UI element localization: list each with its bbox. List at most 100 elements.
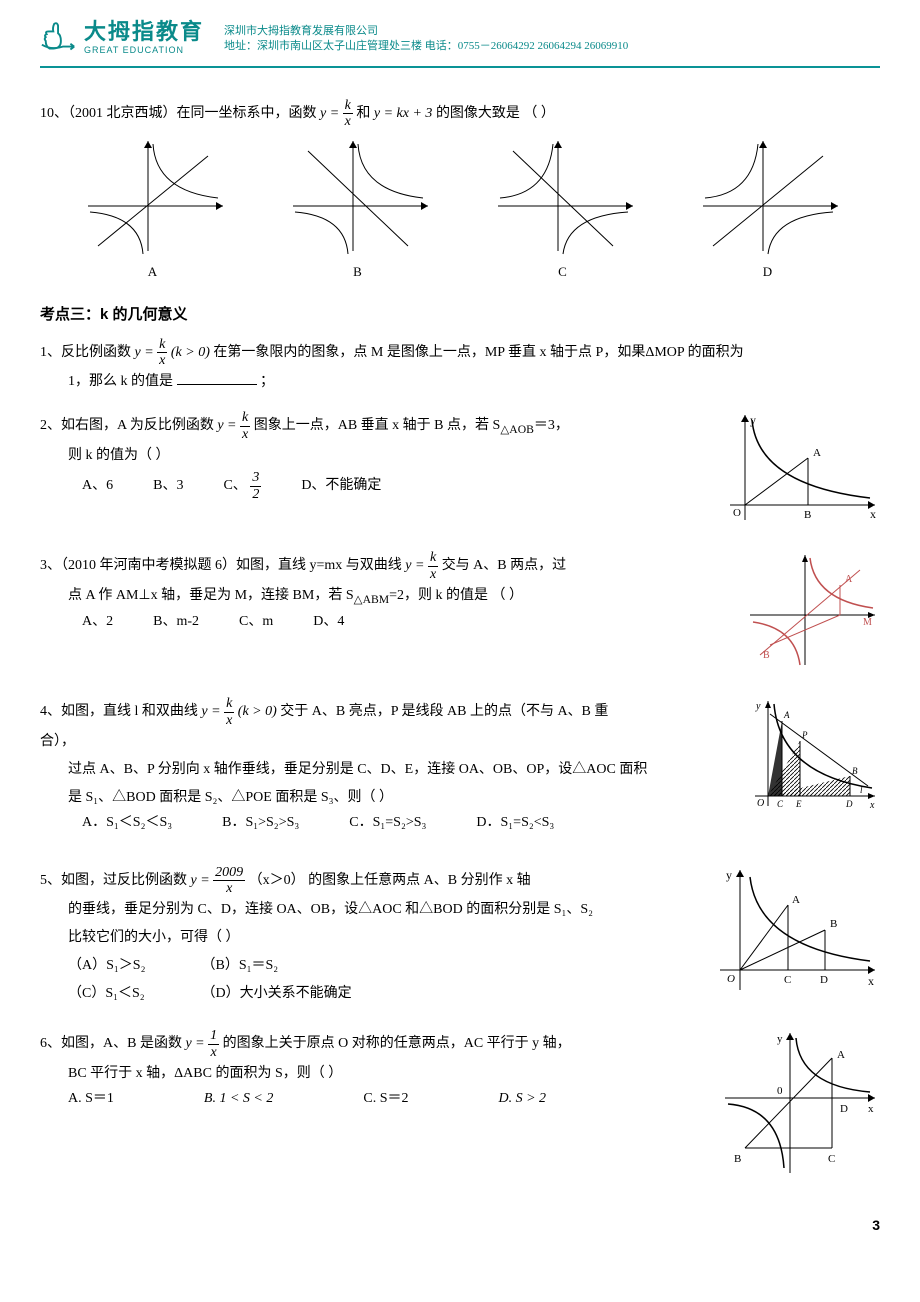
q4-figure: y x O A P B C E D l — [750, 696, 880, 811]
q1-num: k — [157, 337, 167, 353]
q2-l1b: 图象上一点，AB 垂直 x 轴于 B 点，若 S — [254, 418, 501, 433]
svg-text:E: E — [795, 799, 802, 809]
q3-optC: C、m — [239, 611, 273, 633]
q3-l2a: 点 A 作 AM⊥x 轴，垂足为 M，连接 BM，若 S — [68, 588, 354, 603]
question-k6: y x 0 A D B C 6、如图，A、B 是函数 y = 1x 的图象上关于… — [40, 1028, 880, 1184]
svg-text:A: A — [792, 894, 800, 906]
svg-text:B: B — [804, 509, 811, 521]
q2-optA: A、6 — [82, 475, 113, 497]
q3-optA: A、2 — [82, 611, 113, 633]
q4-optA: A．S₁＜S₂＜S₃ — [82, 812, 172, 834]
company-name: 深圳市大拇指教育发展有限公司 — [224, 24, 628, 39]
svg-text:A: A — [783, 710, 790, 720]
svg-text:O: O — [757, 798, 764, 809]
q10-label-d: D — [693, 262, 843, 283]
q6-l1a: 6、如图，A、B 是函数 — [40, 1036, 185, 1051]
q2-l1a: 2、如右图，A 为反比例函数 — [40, 418, 217, 433]
q4-den: x — [224, 713, 234, 728]
svg-text:D: D — [840, 1103, 848, 1115]
page-header: 大拇指教育 GREAT EDUCATION 深圳市大拇指教育发展有限公司 地址：… — [40, 0, 880, 68]
q4-cond: (k > 0) — [238, 704, 277, 719]
svg-text:B: B — [852, 766, 858, 776]
q6-eqy: y = — [185, 1036, 204, 1051]
q3-l1b: 交与 A、B 两点，过 — [442, 558, 566, 573]
q10-fig-d — [693, 136, 843, 256]
svg-text:C: C — [777, 799, 784, 809]
q6-optC: C. S＝2 — [363, 1088, 408, 1110]
q5-optA: （A）S₁＞S₂ — [68, 952, 198, 980]
q5-eqy: y = — [191, 873, 210, 888]
q1-cond: (k > 0) — [171, 345, 210, 360]
q3-sub1: △ABM — [354, 593, 390, 606]
q1-l1a: 1、反比例函数 — [40, 345, 135, 360]
q2-l1c: ＝3， — [534, 418, 569, 433]
question-k2: y x O A B 2、如右图，A 为反比例函数 y = k x 图象上一点，AB… — [40, 410, 880, 536]
q5-cond: （x＞0） — [249, 873, 305, 888]
svg-text:0: 0 — [777, 1085, 783, 1097]
svg-text:A: A — [813, 447, 821, 459]
q10-fig-c — [488, 136, 638, 256]
q10-fig-a — [78, 136, 228, 256]
q2-eqy: y = — [217, 418, 236, 433]
q4-optC: C．S₁=S₂>S₃ — [349, 812, 426, 834]
q2-figure: y x O A B — [720, 410, 880, 530]
question-k4: y x O A P B C E D l 4、如图，直线 l 和双曲线 y = k… — [40, 696, 880, 834]
q5-l1b: 的图象上任意两点 A、B 分别作 x 轴 — [308, 873, 530, 888]
svg-text:B: B — [734, 1153, 741, 1165]
logo-en: GREAT EDUCATION — [84, 43, 204, 57]
q3-l1a: 3、（2010 年河南中考模拟题 6）如图，直线 y=mx 与双曲线 — [40, 558, 405, 573]
q2-num: k — [240, 410, 250, 426]
question-10: 10、（2001 北京西城）在同一坐标系中，函数 y = k x 和 y = k… — [40, 98, 880, 283]
q10-suffix: 的图像大致是 （ ） — [436, 106, 555, 121]
q6-optB: B. 1 < S < 2 — [204, 1088, 273, 1110]
company-info: 深圳市大拇指教育发展有限公司 地址：深圳市南山区太子山庄管理处三楼 电话：075… — [224, 24, 628, 55]
q1-l2b: ； — [260, 374, 274, 389]
q1-den: x — [157, 353, 167, 368]
q1-l2a: 1，那么 k 的值是 — [68, 374, 173, 389]
q10-figures: A B — [40, 136, 880, 283]
q1-eqy: y = — [135, 345, 154, 360]
svg-text:y: y — [726, 868, 732, 882]
q6-optD: D. S > 2 — [498, 1088, 546, 1110]
q3-l2b: =2，则 k 的值是 （ ） — [389, 588, 523, 603]
q10-mid: 和 — [356, 106, 374, 121]
svg-text:y: y — [755, 701, 761, 712]
thumb-icon — [40, 20, 78, 58]
q5-den: x — [213, 881, 245, 896]
q3-figure: A M B — [745, 550, 880, 670]
q6-figure: y x 0 A D B C — [720, 1028, 880, 1178]
q10-label-a: A — [78, 262, 228, 283]
question-k5: y x O A B C D 5、如图，过反比例函数 y = 2009x （x＞0… — [40, 865, 880, 1009]
q10-eq2: y = kx + 3 — [374, 106, 433, 121]
q4-l1b: 交于 A、B 亮点，P 是线段 AB 上的点（不与 A、B 重 — [280, 704, 608, 719]
q2-optC-prefix: C、 — [223, 478, 246, 493]
svg-text:y: y — [777, 1033, 783, 1045]
q6-optA: A. S＝1 — [68, 1088, 114, 1110]
q10-eq1-frac: k x — [343, 98, 353, 130]
svg-text:O: O — [733, 507, 741, 519]
q3-den: x — [428, 567, 438, 582]
q4-num: k — [224, 696, 234, 712]
q10-prefix: 10、（2001 北京西城）在同一坐标系中，函数 — [40, 106, 320, 121]
q4-l1a: 4、如图，直线 l 和双曲线 — [40, 704, 201, 719]
q10-label-b: B — [283, 262, 433, 283]
q5-optD: （D）大小关系不能确定 — [202, 986, 352, 1001]
q10-eq1-num: k — [343, 98, 353, 114]
page-number: 3 — [40, 1214, 880, 1236]
svg-text:O: O — [727, 973, 735, 985]
svg-text:B: B — [830, 918, 837, 930]
q1-l1b: 在第一象限内的图象，点 M 是图像上一点，MP 垂直 x 轴于点 P，如果ΔMO… — [213, 345, 743, 360]
q10-label-c: C — [488, 262, 638, 283]
logo-cn: 大拇指教育 — [84, 21, 204, 43]
svg-text:x: x — [868, 974, 874, 988]
svg-text:C: C — [828, 1153, 835, 1165]
svg-text:A: A — [837, 1049, 845, 1061]
q10-fig-b — [283, 136, 433, 256]
svg-text:x: x — [870, 507, 876, 521]
q6-num: 1 — [208, 1028, 219, 1044]
q2-optC-num: 3 — [250, 470, 261, 486]
q1-blank — [177, 370, 257, 385]
q6-l1b: 的图象上关于原点 O 对称的任意两点，AC 平行于 y 轴， — [223, 1036, 571, 1051]
q3-num: k — [428, 550, 438, 566]
q3-eqy: y = — [405, 558, 424, 573]
